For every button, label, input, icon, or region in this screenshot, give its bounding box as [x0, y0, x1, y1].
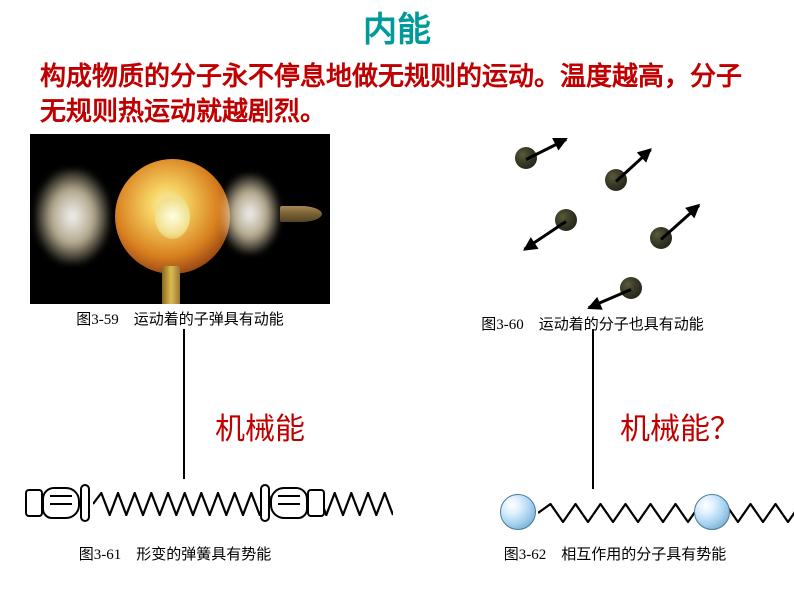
figure-3-60: 图3-60 运动着的分子也具有动能 — [460, 129, 725, 334]
molecule-ball-right — [694, 494, 730, 530]
spring-icon — [93, 492, 393, 516]
figure-3-62: 图3-62 相互作用的分子具有势能 — [500, 489, 730, 564]
connector-line-right — [592, 329, 594, 489]
annotation-left: 机械能 — [215, 404, 305, 448]
spring-small-icon — [538, 503, 794, 523]
molecule-ball-left — [500, 494, 536, 530]
molecules-diagram — [460, 129, 725, 309]
hand-left-icon — [25, 479, 80, 527]
page-title: 内能 — [0, 0, 794, 51]
hand-right-icon — [270, 479, 325, 527]
figure-3-59: 图3-59 运动着的子弹具有动能 — [30, 134, 330, 329]
molecule-spring-diagram — [500, 489, 730, 539]
content-area: 图3-59 运动着的子弹具有动能 图3-60 运动着的分子也具有动能 机械能 机… — [0, 129, 794, 609]
connector-line-left — [183, 329, 185, 479]
spring-hands-diagram — [25, 474, 325, 539]
subtitle-text: 构成物质的分子永不停息地做无规则的运动。温度越高，分子无规则热运动就越剧烈。 — [0, 51, 794, 129]
bullet-apple-image — [30, 134, 330, 304]
annotation-right: 机械能？ — [620, 404, 740, 448]
caption-3-59: 图3-59 运动着的子弹具有动能 — [30, 308, 330, 329]
figure-3-61: 图3-61 形变的弹簧具有势能 — [25, 474, 325, 564]
caption-3-62: 图3-62 相互作用的分子具有势能 — [500, 543, 730, 564]
caption-3-61: 图3-61 形变的弹簧具有势能 — [25, 543, 325, 564]
